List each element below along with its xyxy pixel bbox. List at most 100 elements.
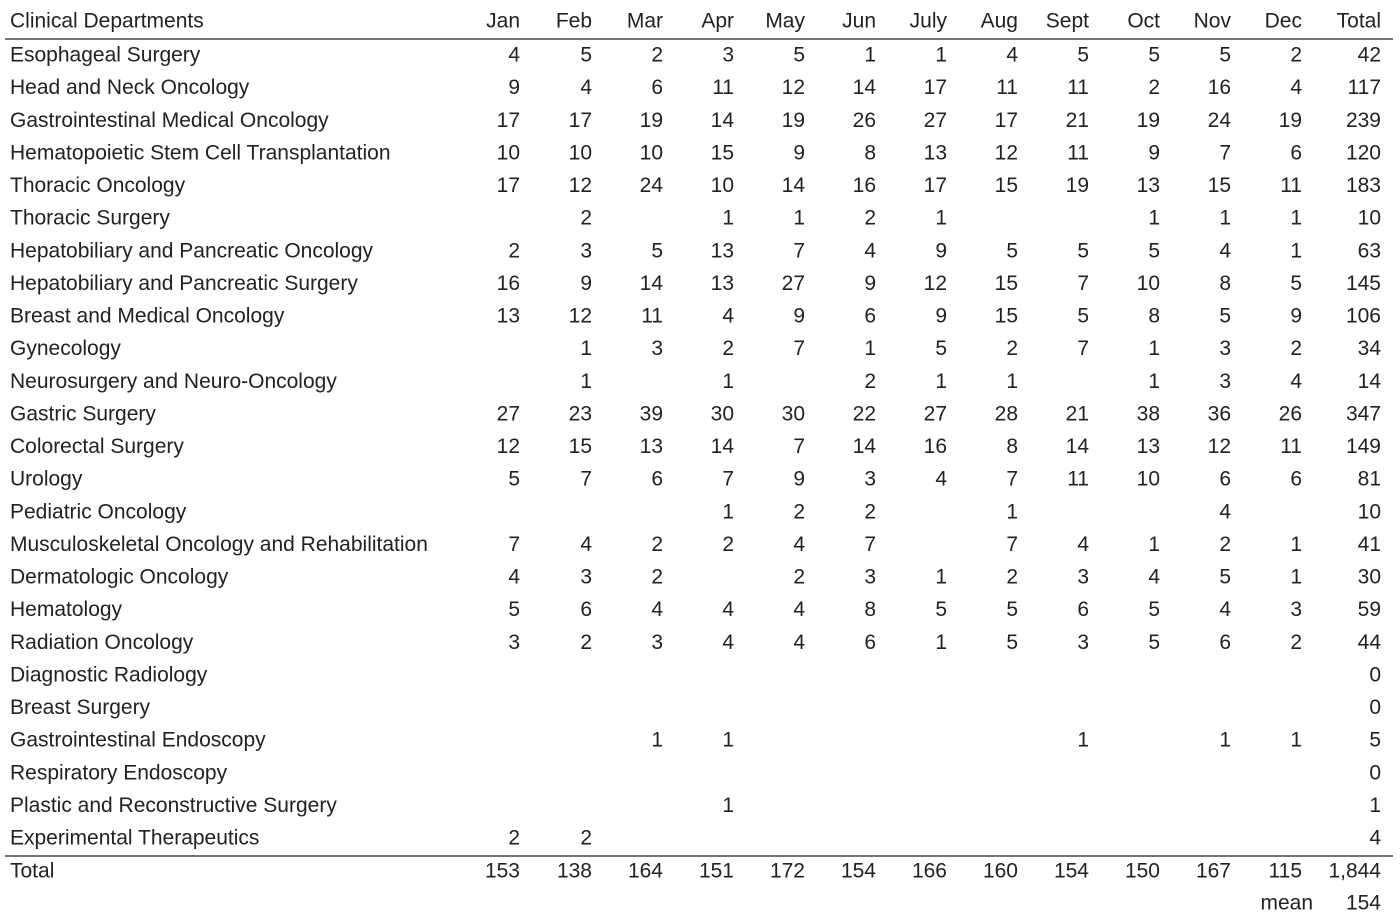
cell: 4 xyxy=(1219,239,1231,262)
cell: 15 xyxy=(995,305,1018,328)
cell: 4 xyxy=(1006,44,1018,67)
cell: 4 xyxy=(1290,370,1302,393)
cell: 11 xyxy=(996,76,1018,99)
cell: 6 xyxy=(1219,468,1231,491)
cell: 11 xyxy=(641,305,663,328)
row-label: Hematopoietic Stem Cell Transplantation xyxy=(10,141,391,164)
cell: 15 xyxy=(1208,174,1231,197)
cell: 17 xyxy=(569,109,592,132)
cell: 4 xyxy=(1148,566,1160,589)
cell: 2 xyxy=(1148,76,1160,99)
cell: 4 xyxy=(651,598,663,621)
cell: 12 xyxy=(995,141,1018,164)
row-label: Hepatobiliary and Pancreatic Surgery xyxy=(10,272,358,295)
header-cell: Mar xyxy=(627,10,663,33)
cell: 1 xyxy=(1148,370,1160,393)
cell: 5 xyxy=(1219,44,1231,67)
cell: 1 xyxy=(793,207,805,230)
cell: 14 xyxy=(782,174,806,197)
cell: 2 xyxy=(1290,44,1302,67)
cell: 16 xyxy=(1208,76,1231,99)
cell: 41 xyxy=(1358,533,1381,556)
row-label: Diagnostic Radiology xyxy=(10,663,208,686)
cell: 0 xyxy=(1369,696,1381,719)
cell: 7 xyxy=(1077,337,1089,360)
cell: 12 xyxy=(569,305,592,328)
header-cell: Sept xyxy=(1046,10,1089,33)
cell: 30 xyxy=(782,402,805,425)
row-label: Thoracic Oncology xyxy=(10,174,186,197)
cell: 12 xyxy=(569,174,592,197)
cell: 6 xyxy=(1219,631,1231,654)
cell: 2 xyxy=(864,370,876,393)
cell: 2 xyxy=(1290,337,1302,360)
cell: 6 xyxy=(1077,598,1089,621)
cell: 6 xyxy=(864,305,876,328)
cell: 10 xyxy=(569,141,592,164)
cell: 2 xyxy=(508,827,520,850)
cell: 2 xyxy=(793,566,805,589)
cell: 5 xyxy=(1148,239,1160,262)
cell: 1 xyxy=(864,44,876,67)
cell: 4 xyxy=(793,598,805,621)
cell: 2 xyxy=(1006,566,1018,589)
cell: 14 xyxy=(711,435,735,458)
cell: 13 xyxy=(640,435,663,458)
cell: 19 xyxy=(1066,174,1089,197)
cell: 1 xyxy=(935,566,947,589)
cell: 27 xyxy=(782,272,805,295)
cell: 23 xyxy=(569,402,592,425)
cell: 6 xyxy=(651,76,663,99)
cell: 1 xyxy=(1290,566,1302,589)
cell: 145 xyxy=(1346,272,1381,295)
cell: 7 xyxy=(864,533,876,556)
cell: 1 xyxy=(1290,207,1302,230)
cell: 1 xyxy=(1148,533,1160,556)
cell: 9 xyxy=(793,141,805,164)
cell: 5 xyxy=(1219,566,1231,589)
total-cell: 115 xyxy=(1269,860,1302,883)
cell: 1 xyxy=(1006,500,1018,523)
cell: 27 xyxy=(497,402,520,425)
cell: 2 xyxy=(580,207,592,230)
total-cell: 164 xyxy=(628,860,663,883)
cell: 1 xyxy=(935,631,947,654)
cell: 42 xyxy=(1358,44,1381,67)
row-label: Gastrointestinal Endoscopy xyxy=(10,729,266,752)
row-label: Hematology xyxy=(10,598,123,621)
cell: 14 xyxy=(1066,435,1090,458)
cell: 106 xyxy=(1346,305,1381,328)
mean-label: mean xyxy=(1260,892,1313,915)
cell: 15 xyxy=(995,174,1018,197)
row-label: Breast Surgery xyxy=(10,696,151,719)
cell: 2 xyxy=(864,500,876,523)
cell: 1 xyxy=(1369,794,1381,817)
cell: 7 xyxy=(1006,468,1018,491)
cell: 13 xyxy=(924,141,947,164)
header-cell: May xyxy=(765,10,805,33)
cell: 3 xyxy=(508,631,520,654)
cell: 19 xyxy=(1279,109,1302,132)
cell: 10 xyxy=(1358,207,1381,230)
cell: 9 xyxy=(793,468,805,491)
header-cell: Jan xyxy=(486,10,520,33)
cell: 7 xyxy=(580,468,592,491)
cell: 3 xyxy=(580,239,592,262)
total-cell: 151 xyxy=(699,860,734,883)
header-cell: Feb xyxy=(556,10,592,33)
cell: 9 xyxy=(580,272,592,295)
cell: 11 xyxy=(1067,141,1089,164)
cell: 14 xyxy=(640,272,664,295)
cell: 5 xyxy=(1369,729,1381,752)
cell: 5 xyxy=(1219,305,1231,328)
row-label: Pediatric Oncology xyxy=(10,500,187,523)
cell: 1 xyxy=(935,44,947,67)
cell: 8 xyxy=(864,141,876,164)
cell: 63 xyxy=(1358,239,1381,262)
cell: 13 xyxy=(711,272,734,295)
cell: 4 xyxy=(580,76,592,99)
row-label: Neurosurgery and Neuro-Oncology xyxy=(10,370,337,393)
row-label: Plastic and Reconstructive Surgery xyxy=(10,794,337,817)
cell: 3 xyxy=(722,44,734,67)
